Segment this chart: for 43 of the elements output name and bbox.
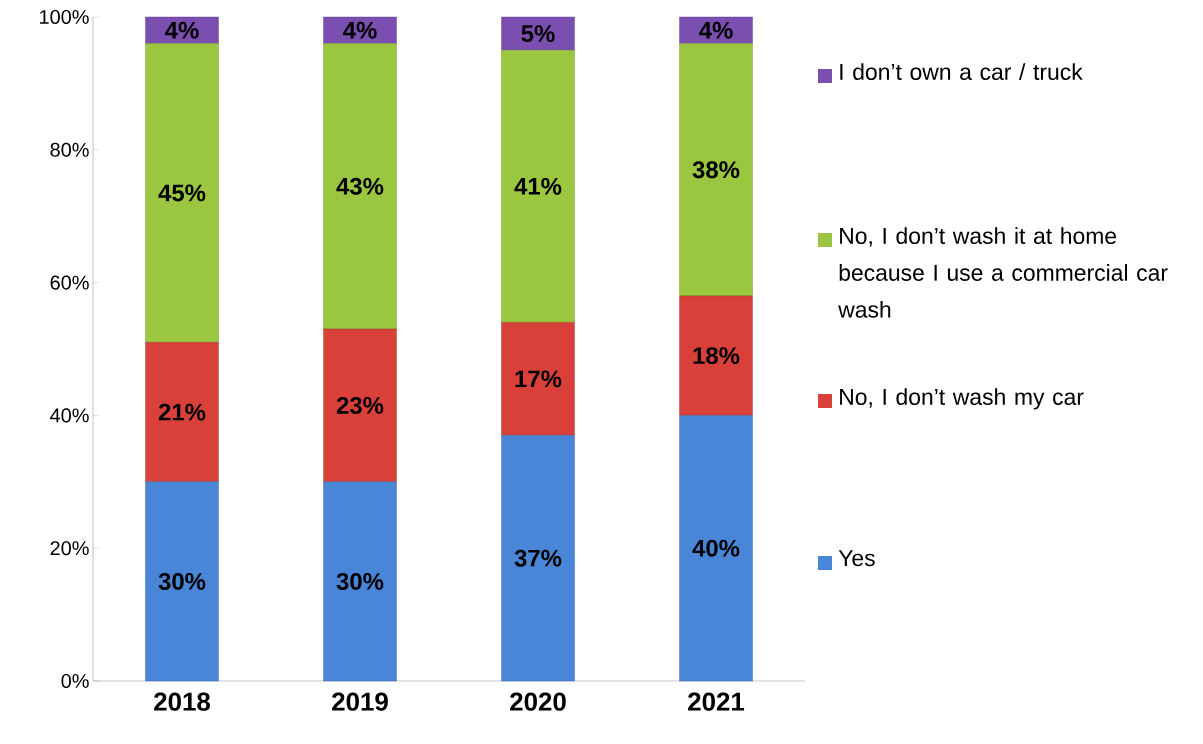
x-tick-label: 2020: [510, 692, 566, 711]
data-label: 41%: [514, 177, 562, 195]
data-label: 43%: [336, 177, 384, 195]
x-tick-label: 2018: [154, 692, 210, 711]
y-tick-label: 60%: [50, 275, 89, 290]
data-label: 4%: [343, 21, 377, 39]
data-label: 45%: [158, 184, 206, 202]
bar: [501, 49, 575, 323]
bar: [145, 342, 219, 482]
y-tick-label: 0%: [61, 673, 89, 689]
data-label: 21%: [158, 403, 206, 421]
bar: [323, 43, 397, 330]
data-label: 4%: [699, 21, 733, 39]
bar: [501, 322, 575, 436]
bar: [323, 481, 397, 682]
data-label: 37%: [514, 549, 562, 567]
data-label: 5%: [521, 25, 555, 43]
x-tick-label: 2021: [688, 692, 745, 711]
data-label: 17%: [515, 370, 562, 388]
legend-label: No, I don’t wash my car: [840, 388, 1084, 410]
bar: [679, 415, 753, 682]
data-label: 40%: [692, 539, 740, 557]
legend-label: I don’t own a car / truck: [840, 63, 1083, 81]
x-tick-label: 2019: [332, 692, 388, 711]
y-tick-label: 80%: [50, 142, 89, 157]
bar: [145, 481, 219, 682]
data-label: 38%: [692, 161, 740, 179]
legend-label: Yes: [838, 550, 875, 567]
bar: [323, 328, 397, 482]
bar: [145, 43, 219, 343]
legend-label: No, I don’t wash it at home because I use a commercial car wash: [838, 227, 1168, 318]
data-label: 4%: [165, 21, 199, 39]
bar: [501, 435, 575, 682]
data-label: 23%: [336, 396, 384, 414]
bar: [679, 295, 753, 416]
bar: [679, 43, 753, 297]
y-tick-label: 100%: [40, 9, 89, 25]
y-tick-label: 20%: [50, 541, 89, 556]
bar: [501, 16, 575, 51]
data-label: 30%: [158, 572, 206, 590]
y-tick-label: 40%: [50, 408, 89, 423]
data-label: 18%: [693, 347, 740, 365]
data-label: 30%: [336, 572, 384, 590]
